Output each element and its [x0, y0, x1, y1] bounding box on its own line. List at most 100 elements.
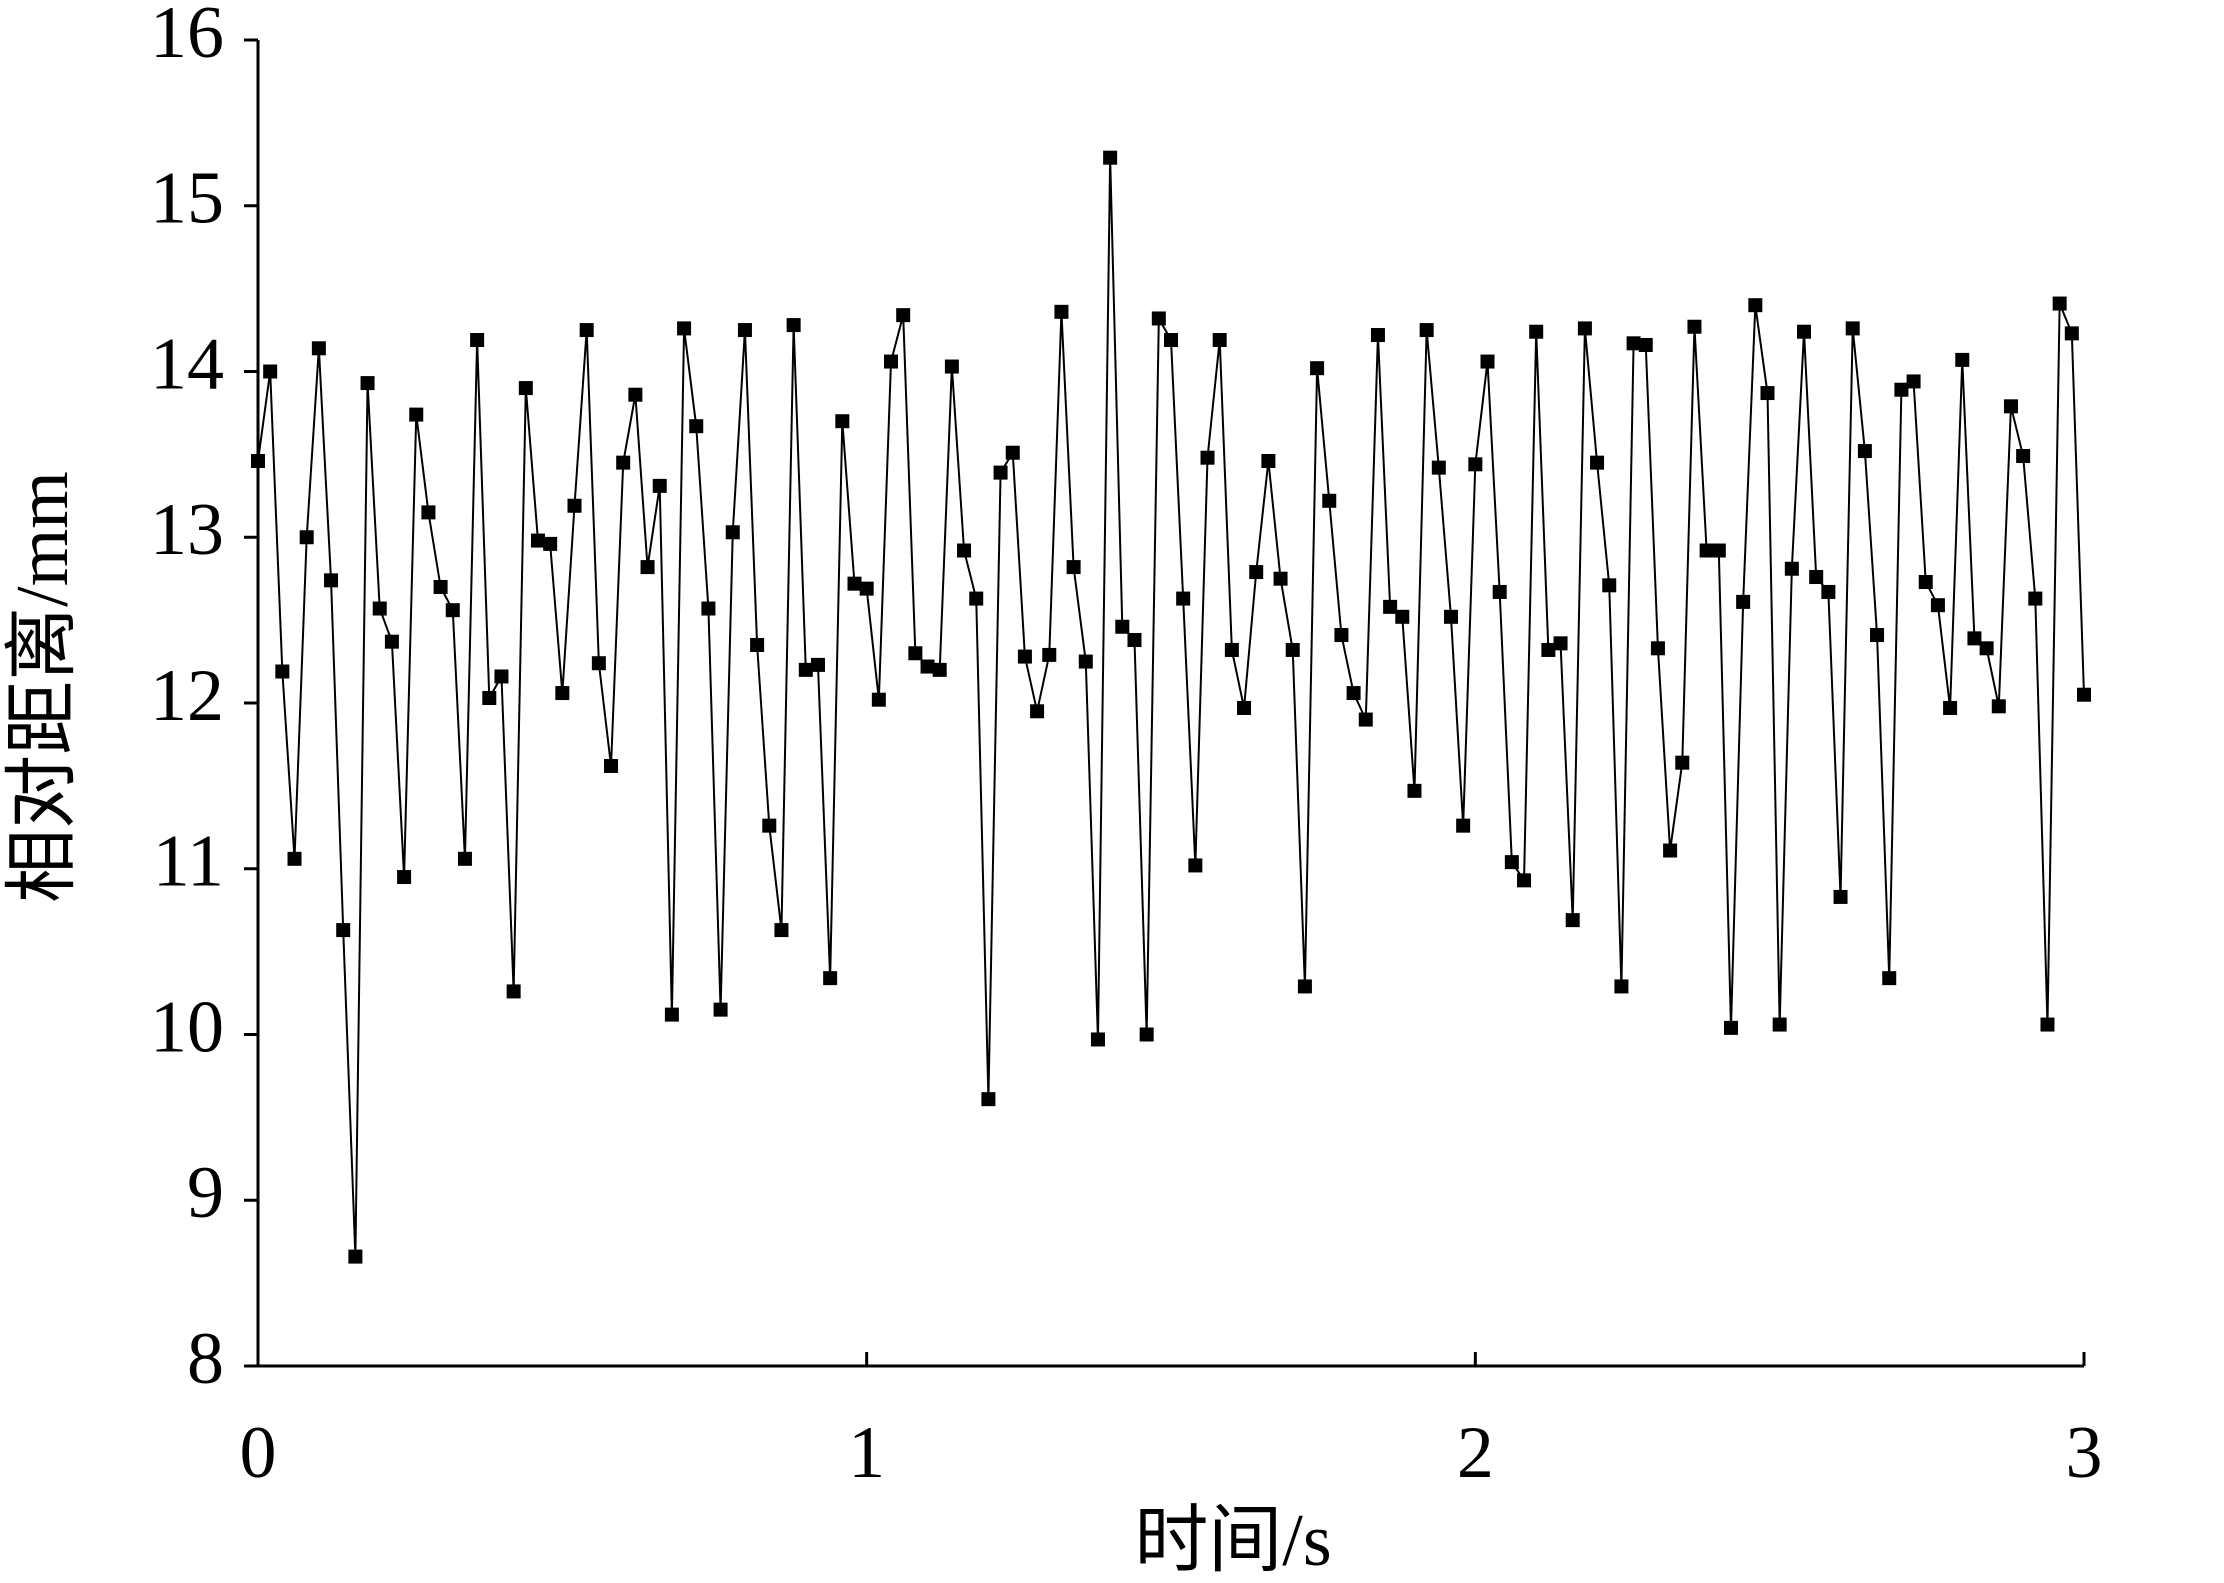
- data-point: [1164, 333, 1178, 348]
- data-point: [1224, 642, 1239, 657]
- data-point: [1322, 493, 1337, 508]
- data-point: [1395, 609, 1410, 624]
- data-point: [1797, 324, 1812, 339]
- data-point: [664, 1007, 679, 1022]
- data-point: [920, 659, 935, 674]
- data-point: [421, 505, 436, 520]
- y-tick-label: 16: [150, 0, 224, 74]
- data-point: [397, 870, 412, 885]
- data-point: [299, 530, 314, 545]
- data-point: [1577, 321, 1592, 336]
- y-tick-label: 14: [150, 323, 224, 405]
- y-tick-label: 10: [150, 986, 224, 1068]
- data-point: [1090, 1032, 1105, 1047]
- x-tick-label: 1: [848, 1412, 885, 1494]
- data-point: [1857, 444, 1872, 459]
- data-point: [1821, 584, 1836, 599]
- data-point: [1517, 873, 1532, 888]
- data-point: [336, 923, 351, 938]
- y-tick-label: 12: [150, 655, 224, 737]
- data-point: [2077, 687, 2091, 702]
- data-point: [1310, 361, 1325, 376]
- data-point: [810, 657, 825, 672]
- data-point: [1723, 1020, 1738, 1035]
- data-point: [1334, 628, 1349, 643]
- data-point: [494, 669, 509, 684]
- data-point: [2040, 1017, 2055, 1032]
- data-point: [1943, 700, 1958, 715]
- data-point: [591, 656, 606, 671]
- data-point: [1030, 704, 1045, 719]
- data-point: [1285, 642, 1300, 657]
- data-point: [762, 818, 777, 833]
- data-point: [1188, 858, 1203, 873]
- data-point: [1237, 700, 1252, 715]
- data-point: [1370, 328, 1385, 343]
- data-point: [1407, 783, 1422, 798]
- data-point: [251, 454, 265, 469]
- data-point: [457, 851, 472, 866]
- y-tick-label: 15: [150, 158, 224, 240]
- data-point: [433, 579, 448, 594]
- data-point: [1809, 570, 1824, 585]
- data-point: [884, 354, 899, 369]
- data-point: [1249, 565, 1264, 580]
- data-point: [372, 601, 387, 616]
- data-point: [1870, 628, 1885, 643]
- data-point: [835, 414, 850, 429]
- data-point: [1760, 386, 1775, 401]
- data-point: [1115, 619, 1130, 634]
- data-point: [859, 581, 874, 596]
- data-point: [737, 323, 752, 338]
- data-point: [847, 576, 862, 591]
- data-point: [1663, 843, 1678, 858]
- data-point: [1261, 454, 1276, 469]
- data-point: [932, 662, 947, 677]
- data-point: [871, 692, 886, 707]
- data-point: [384, 634, 399, 649]
- data-point: [2016, 449, 2031, 464]
- data-point: [409, 407, 424, 422]
- data-point: [445, 603, 460, 618]
- data-point: [1614, 979, 1629, 994]
- data-point: [1930, 598, 1945, 613]
- data-point: [1894, 382, 1909, 397]
- data-point: [1480, 354, 1495, 369]
- x-axis-label: 时间/s: [1134, 1500, 1331, 1578]
- data-point: [1918, 575, 1933, 590]
- data-point: [1541, 642, 1556, 657]
- data-point: [482, 691, 497, 706]
- data-point: [1711, 543, 1726, 558]
- data-point: [823, 971, 838, 986]
- data-point: [1638, 337, 1653, 352]
- data-point: [677, 321, 692, 336]
- data-point: [1431, 460, 1446, 475]
- data-point: [555, 686, 570, 701]
- data-point: [652, 478, 667, 493]
- data-point: [1602, 578, 1617, 593]
- data-point: [579, 323, 594, 338]
- data-line: [257, 157, 2085, 1257]
- data-point: [1748, 298, 1763, 313]
- data-point: [287, 851, 302, 866]
- data-point: [1005, 445, 1020, 460]
- data-point: [1200, 450, 1215, 465]
- data-point: [1042, 647, 1057, 662]
- data-point: [1054, 304, 1069, 319]
- data-point: [689, 419, 704, 434]
- data-point: [518, 381, 533, 396]
- data-point: [1176, 591, 1191, 606]
- data-point: [1468, 457, 1483, 472]
- data-point: [774, 923, 789, 938]
- y-tick-label: 8: [187, 1318, 224, 1400]
- data-point: [567, 498, 582, 513]
- data-point: [1017, 649, 1032, 664]
- data-point: [543, 536, 558, 551]
- data-point: [640, 560, 655, 575]
- data-point: [957, 543, 972, 558]
- data-point: [1443, 609, 1458, 624]
- data-point: [1590, 455, 1605, 470]
- data-point: [628, 387, 643, 402]
- x-tick-label: 0: [240, 1412, 277, 1494]
- data-point: [2003, 399, 2018, 414]
